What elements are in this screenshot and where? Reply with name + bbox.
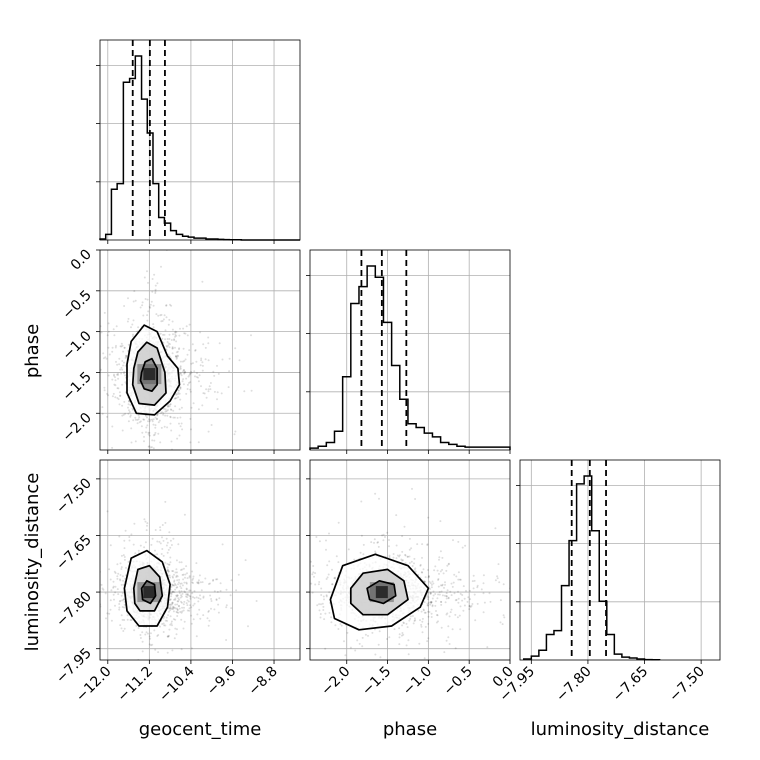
y-tick-label-luminosity-distance: −7.80 (53, 589, 95, 631)
xlabel-geocent-time: geocent_time (139, 719, 262, 740)
panel-background (310, 460, 510, 660)
x-tick-label-geocent-time: −11.2 (115, 664, 157, 706)
x-tick-label-phase: −1.0 (400, 664, 435, 699)
contour-line (366, 579, 397, 605)
x-tick-label-luminosity-distance: −7.50 (666, 664, 708, 706)
hist-panel-geocent-time (96, 39, 301, 244)
x-tick-label-luminosity-distance: −7.65 (610, 664, 652, 706)
x-tick-label-geocent-time: −9.6 (204, 663, 239, 698)
panel-border (519, 459, 721, 661)
x-tick-label-luminosity-distance: −7.80 (553, 664, 595, 706)
y-tick-label-phase: −0.5 (59, 287, 94, 322)
contour-line (132, 564, 164, 612)
panel-background (520, 460, 720, 660)
histogram-phase (309, 265, 511, 450)
panel-background (310, 250, 510, 450)
y-tick-label-phase: 0.0 (68, 247, 95, 274)
panel-border (99, 39, 301, 241)
y-tick-label-luminosity-distance: −7.65 (53, 532, 95, 574)
x-tick-label-phase: −0.5 (441, 664, 476, 699)
panel-border (99, 459, 301, 661)
ylabel-phase: phase (22, 324, 43, 378)
contour-line (131, 341, 167, 406)
y-tick-label-phase: −2.0 (59, 410, 94, 445)
density-level (369, 582, 394, 603)
hist-panel-luminosity-distance: −7.95 −7.80 −7.65 −7.50 (496, 459, 721, 706)
contour-line (126, 324, 181, 416)
x-tick-label-geocent-time: −10.4 (156, 663, 198, 705)
panel-background (100, 40, 300, 240)
panel-border (309, 459, 511, 661)
scatter-panel-geocent-time-phase: −2.0 −1.5 −1.0 −0.5 0.0 (59, 247, 301, 454)
y-tick-label-luminosity-distance: −7.50 (53, 475, 95, 517)
xlabel-phase: phase (383, 719, 437, 740)
panel-border (99, 249, 301, 451)
contour-line (139, 357, 158, 393)
x-tick-label-phase: −1.5 (359, 664, 394, 699)
y-tick-label-phase: −1.0 (59, 328, 94, 363)
histogram-luminosity-distance (523, 475, 661, 661)
contour-line (140, 579, 157, 605)
contour-line (349, 568, 409, 616)
xlabel-luminosity-distance: luminosity_distance (531, 719, 710, 740)
panel-border (309, 249, 511, 451)
x-tick-label-phase: −2.0 (318, 664, 353, 699)
scatter-panel-geocent-time-luminosity-distance: −12.0 −11.2 −10.4 −9.6 −8.8−7.95−7.80−7.65−7… (53, 459, 301, 706)
y-tick-label-phase: −1.5 (59, 369, 94, 404)
contour-line (329, 553, 430, 631)
ylabel-luminosity-distance: luminosity_distance (22, 473, 43, 652)
contour-line (123, 549, 171, 627)
hist-panel-phase (306, 249, 511, 454)
x-tick-label-geocent-time: −8.8 (245, 664, 280, 699)
density-level (137, 582, 162, 603)
